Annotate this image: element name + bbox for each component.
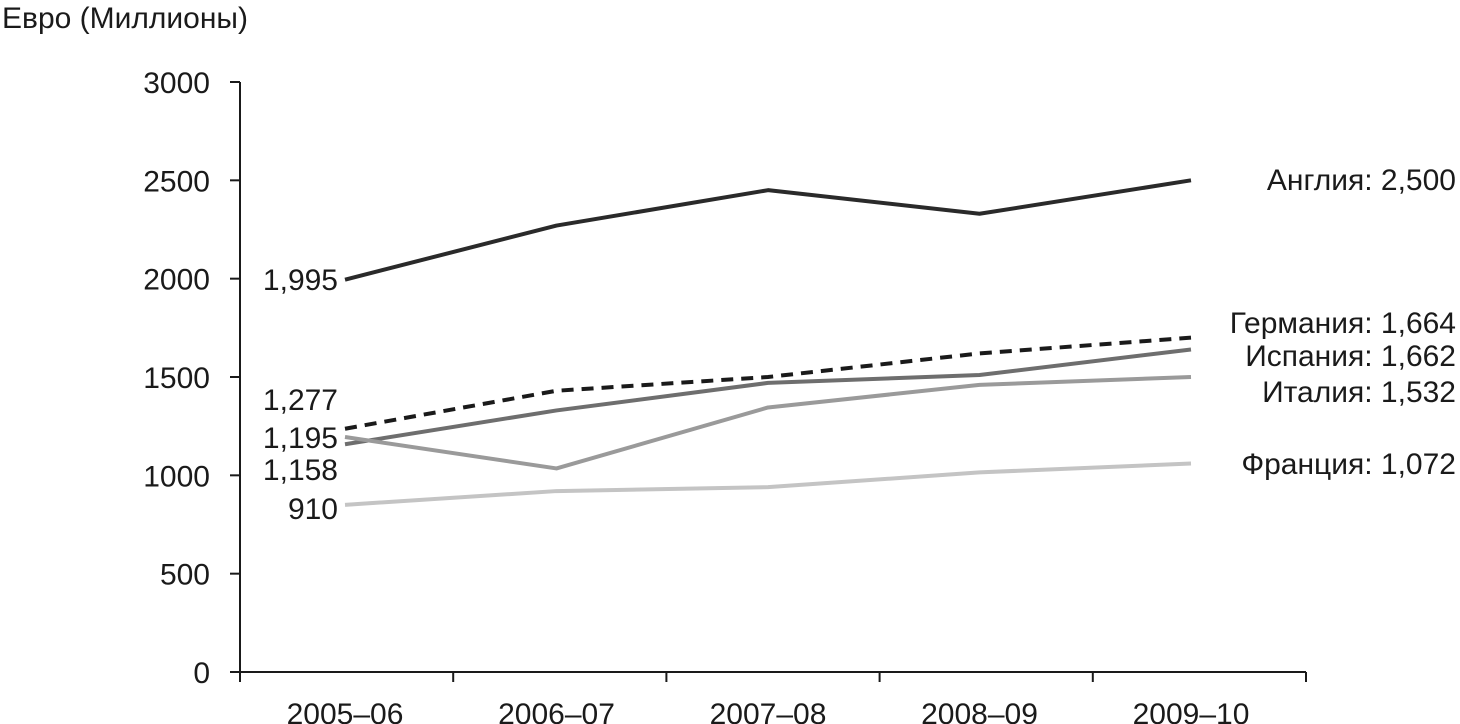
series-line-3 [344, 347, 1192, 447]
x-tick-label: 2005–06 [287, 698, 404, 724]
y-tick-label: 2000 [143, 264, 210, 297]
y-tick-label: 3000 [143, 67, 210, 100]
series-line-4 [344, 375, 1192, 471]
series-line-1 [344, 178, 1192, 282]
x-tick-label: 2008–09 [921, 698, 1038, 724]
end-value-label: Германия: 1,664 [1230, 307, 1456, 340]
start-value-label: 910 [288, 493, 338, 526]
series-line-2 [344, 335, 1192, 431]
series-lines [344, 178, 1192, 507]
series-labels: 1,995 Англия: 2,500 1,277 Германия: 1,664 1,… [263, 164, 1456, 526]
start-value-label: 1,995 [263, 264, 338, 297]
end-value-label: Франция: 1,072 [1241, 448, 1456, 481]
x-tick-label: 2006–07 [498, 698, 615, 724]
x-tick-label: 2007–08 [710, 698, 827, 724]
start-value-label: 1,158 [263, 454, 338, 487]
y-tick-label: 1000 [143, 460, 210, 493]
end-value-label: Испания: 1,662 [1245, 340, 1456, 373]
end-value-label: Англия: 2,500 [1267, 164, 1456, 197]
x-tick-label: 2009–10 [1133, 698, 1250, 724]
series-line-5 [344, 461, 1192, 507]
start-value-label: 1,195 [263, 422, 338, 455]
axes: 0 500 1000 1500 2000 2500 3000 2005–06 2006–07 20… [143, 67, 1307, 724]
y-tick-label: 500 [160, 559, 210, 592]
y-axis-title: Евро (Миллионы) [2, 2, 248, 35]
start-value-label: 1,277 [263, 384, 338, 417]
y-tick-label: 1500 [143, 362, 210, 395]
y-tick-label: 2500 [143, 165, 210, 198]
y-tick-label: 0 [193, 657, 210, 690]
end-value-label: Италия: 1,532 [1262, 376, 1456, 409]
